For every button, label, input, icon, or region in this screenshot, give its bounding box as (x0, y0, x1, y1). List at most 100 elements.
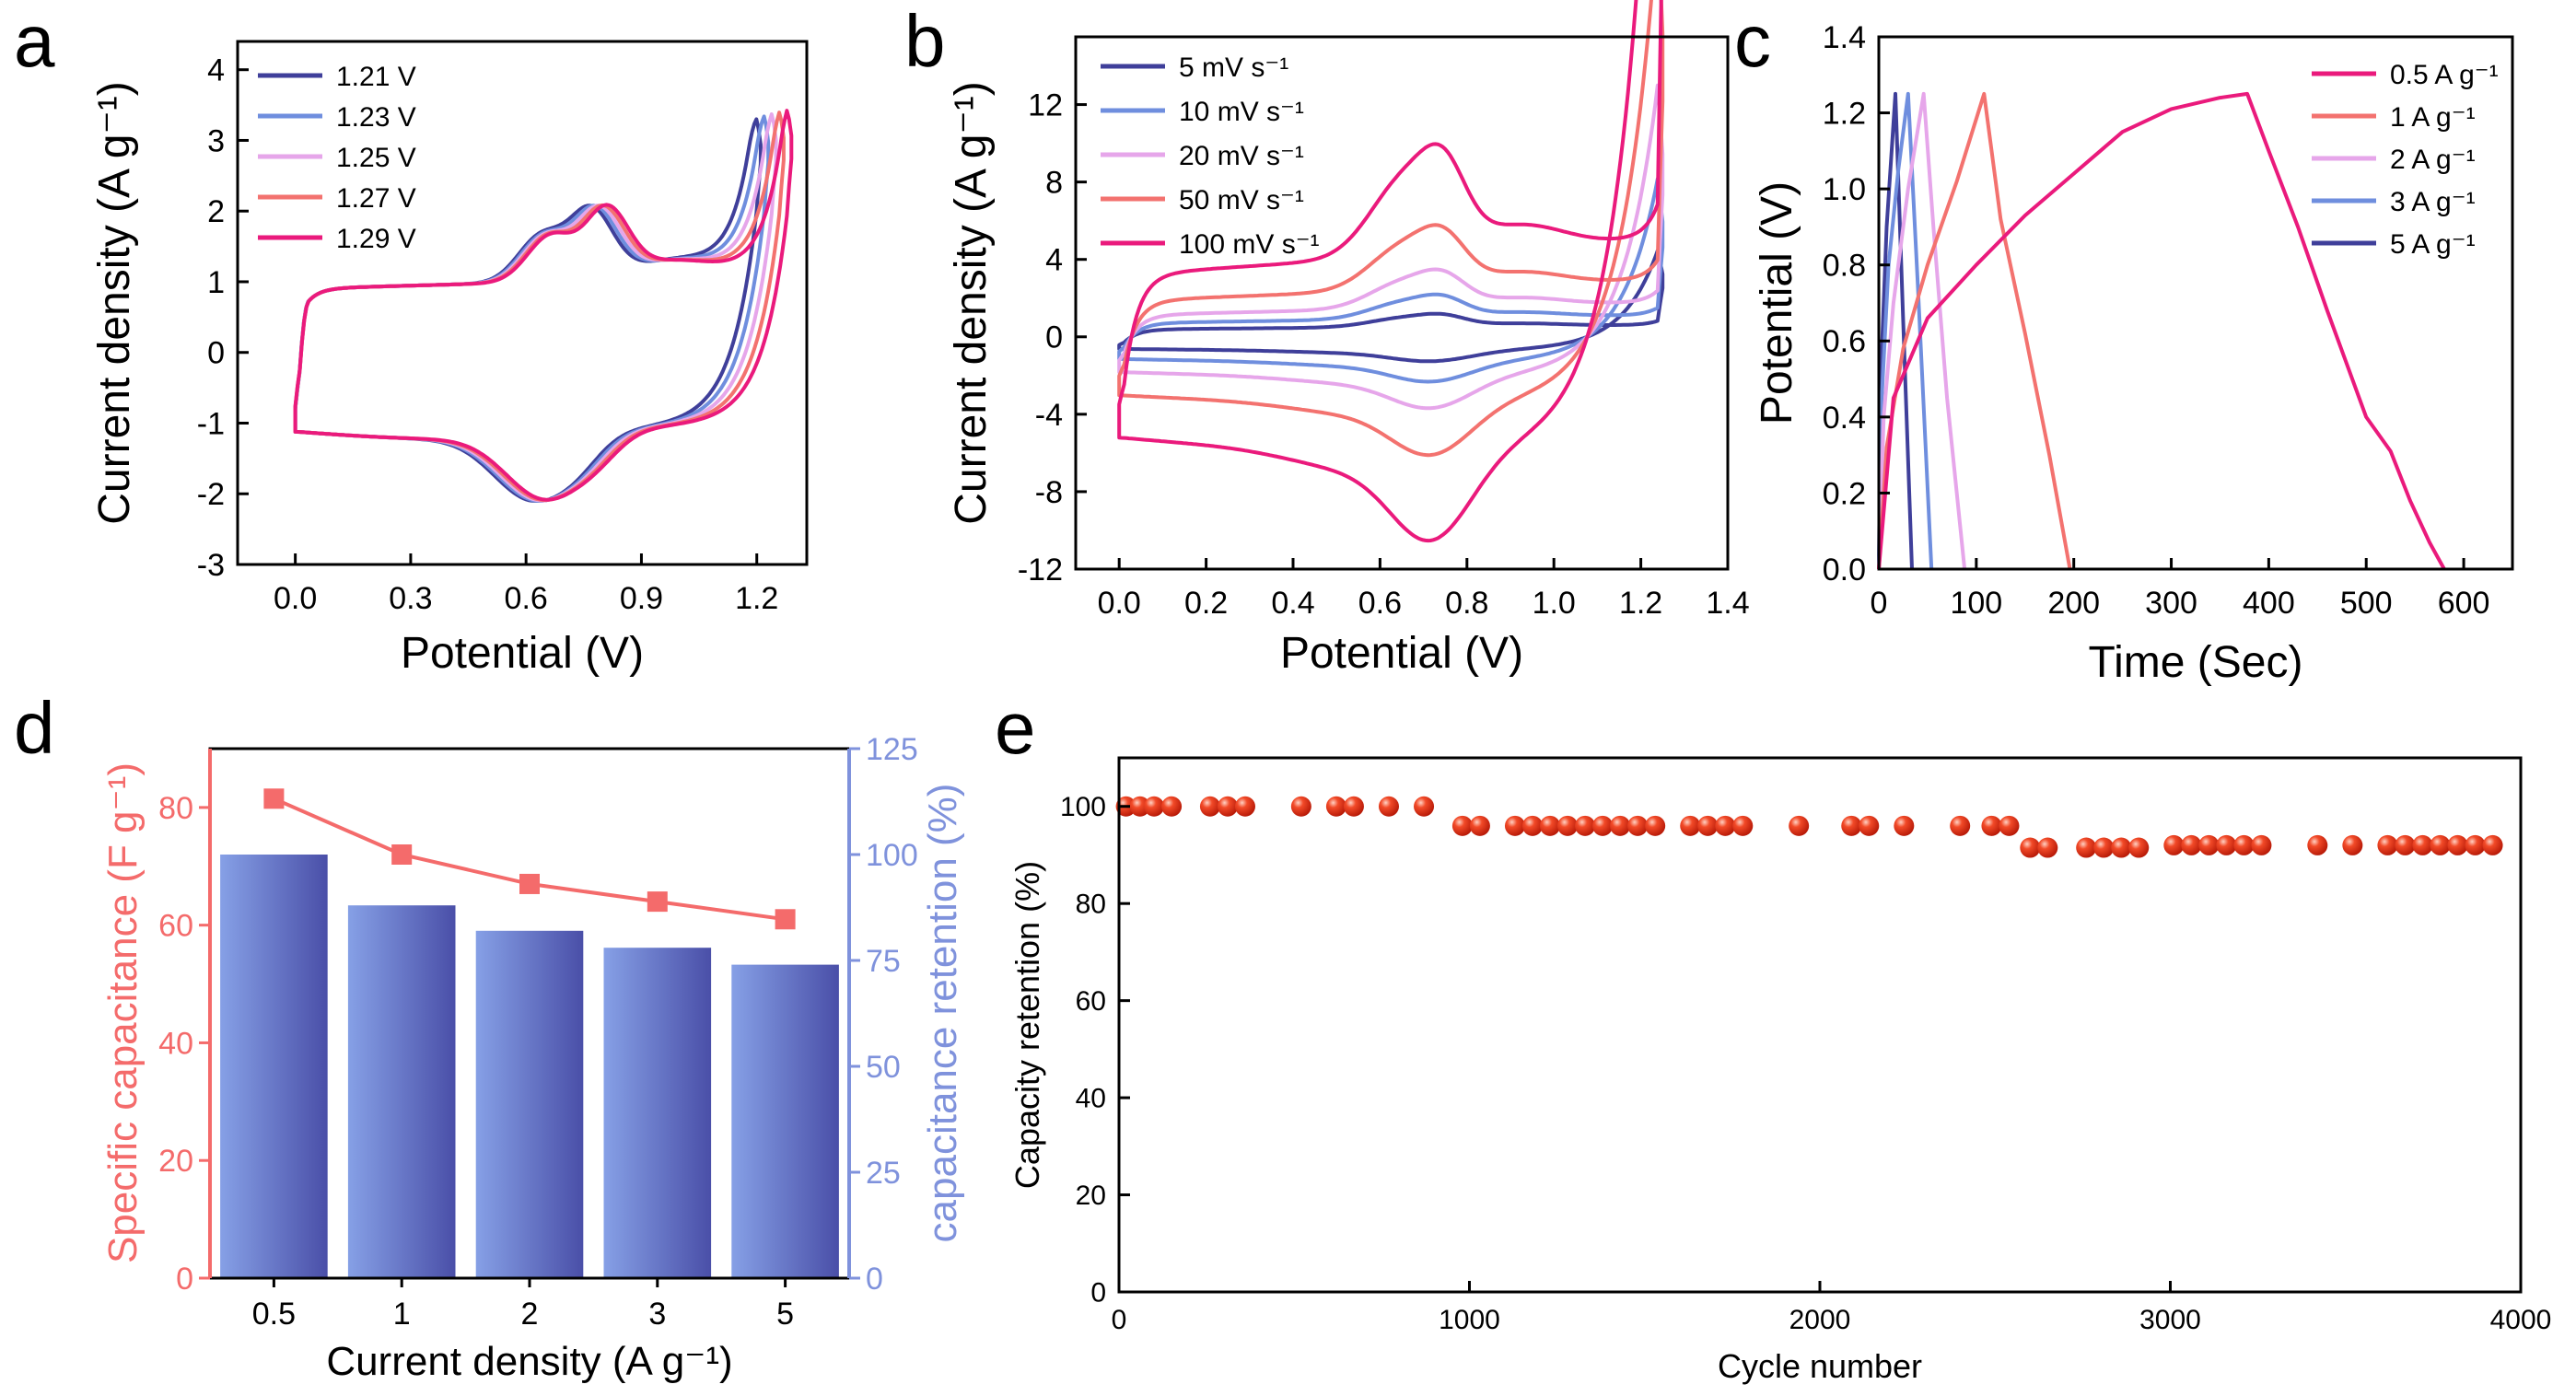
x-tick-label-d: 0.5 (252, 1297, 296, 1332)
y-tick-label-a: -1 (197, 406, 225, 441)
y-tick-label-e: 100 (1060, 792, 1106, 822)
retention-point-e (2076, 837, 2097, 858)
y-axis-label-d: Specific capacitance (F g⁻¹) (100, 762, 146, 1263)
retention-point-e (1627, 815, 1649, 836)
x-tick-label-b: 1.4 (1706, 586, 1749, 621)
y-tick-label-e: 0 (1090, 1278, 1106, 1309)
y-tick-label-c: 0.0 (1823, 553, 1866, 587)
x-tick-label-a: 0.0 (274, 581, 317, 616)
y-tick-label-b: 8 (1045, 166, 1063, 201)
retention-point-e (1610, 815, 1631, 836)
y-tick-label-b: 4 (1045, 243, 1063, 278)
capacitance-point-d (647, 891, 668, 913)
bar-retention-d (731, 964, 839, 1278)
x-tick-label-d: 2 (521, 1297, 539, 1332)
x-tick-label-c: 0 (1871, 586, 1888, 621)
legend-label-c: 1 A g⁻¹ (2390, 102, 2476, 133)
cv-curve-a (293, 109, 794, 502)
plot-frame-b (1074, 35, 1730, 571)
retention-point-e (1645, 815, 1666, 836)
y-tick-label-a: 2 (207, 194, 225, 229)
y-tick-label-d: 0 (176, 1262, 193, 1297)
y-tick-label-b: -12 (1018, 553, 1063, 587)
capacitance-point-d (263, 788, 285, 809)
x-tick-label-e: 1000 (1439, 1305, 1500, 1335)
x-tick-label-b: 1.0 (1533, 586, 1576, 621)
retention-point-e (2412, 834, 2433, 855)
retention-point-e (1999, 815, 2020, 836)
legend-label-c: 3 A g⁻¹ (2390, 187, 2476, 217)
retention-point-e (1981, 815, 2002, 836)
retention-point-e (1451, 815, 1473, 836)
y-axis-label-c: Potential (V) (1753, 181, 1801, 425)
retention-point-e (2181, 834, 2202, 855)
legend-label-a: 1.29 V (336, 224, 416, 254)
legend-label-b: 5 mV s⁻¹ (1179, 52, 1288, 83)
gcd-curve-c (1877, 91, 1967, 570)
y-tick-label-d: 20 (158, 1144, 193, 1179)
cv-curve-b (1117, 0, 1665, 458)
x-tick-label-e: 0 (1112, 1305, 1127, 1335)
panel-label-c: c (1734, 0, 1771, 82)
x-tick-label-c: 100 (1950, 586, 2002, 621)
y-tick-label-a: 1 (207, 265, 225, 300)
retention-point-e (2342, 834, 2363, 855)
y-tick-label-a: 0 (207, 336, 225, 371)
retention-point-e (1199, 796, 1220, 817)
retention-point-e (2430, 834, 2451, 855)
y-tick-label-c: 1.0 (1823, 172, 1866, 207)
x-tick-label-b: 0.4 (1271, 586, 1314, 621)
gcd-curve-c (1877, 91, 1934, 570)
y-tick-label-c: 0.6 (1823, 324, 1866, 359)
capacitance-line-d (273, 797, 786, 922)
y-tick-label-d: 60 (158, 909, 193, 944)
panel-b: b 0.0 0.2 0.4 0.6 0.8 1.0 1.2 1.4 -12 -8 -4 0 4 8 12 P… (904, 0, 1750, 678)
retention-point-e (2482, 834, 2503, 855)
x-axis-label-e: Cycle number (1718, 1347, 1922, 1385)
x-tick-label-c: 400 (2243, 586, 2295, 621)
x-tick-label-b: 0.8 (1445, 586, 1488, 621)
legend-label-c: 0.5 A g⁻¹ (2390, 60, 2499, 90)
x-axis-label-a: Potential (V) (401, 629, 644, 678)
plot-frame-a (236, 40, 809, 566)
retention-point-e (1540, 815, 1561, 836)
retention-point-e (1161, 796, 1183, 817)
retention-point-e (2037, 837, 2058, 858)
cv-curve-b (1117, 249, 1665, 364)
y-tick-label-a: -2 (197, 477, 225, 512)
x-tick-label-e: 4000 (2490, 1305, 2552, 1335)
retention-point-e (2020, 837, 2041, 858)
x-tick-label-d: 3 (648, 1297, 666, 1332)
legend-label-c: 2 A g⁻¹ (2390, 145, 2476, 175)
retention-point-e (1950, 815, 1971, 836)
y-tick-label-b: 0 (1045, 320, 1063, 355)
retention-point-e (2377, 834, 2398, 855)
y-tick-label-e: 60 (1076, 986, 1106, 1017)
retention-point-e (1129, 796, 1150, 817)
retention-point-e (1144, 796, 1165, 817)
legend-b: 5 mV s⁻¹ 10 mV s⁻¹ 20 mV s⁻¹ 50 mV s⁻¹ 100 m… (1101, 52, 1320, 260)
retention-point-e (2395, 834, 2416, 855)
y-axis-label-e: Capacity retention (%) (1008, 861, 1046, 1189)
y-tick-label-b: 12 (1028, 87, 1063, 122)
panel-label-b: b (904, 0, 946, 82)
x-tick-label-b: 0.2 (1184, 586, 1228, 621)
legend-label-b: 100 mV s⁻¹ (1179, 229, 1320, 260)
retention-point-e (1841, 815, 1862, 836)
retention-point-e (1504, 815, 1525, 836)
bar-retention-d (347, 905, 456, 1278)
legend-a: 1.21 V 1.23 V 1.25 V 1.27 V 1.29 V (258, 62, 416, 254)
gcd-curve-c (1877, 91, 2446, 570)
retention-point-e (2447, 834, 2468, 855)
y-tick-label-b: -4 (1035, 398, 1063, 433)
retention-point-e (1469, 815, 1490, 836)
retention-point-e (1789, 815, 1810, 836)
retention-point-e (1290, 796, 1311, 817)
retention-point-e (1894, 815, 1915, 836)
y-tick-label-e: 20 (1076, 1181, 1106, 1211)
cv-curve-a (293, 114, 771, 503)
retention-point-e (1343, 796, 1364, 817)
gcd-curve-c (1877, 91, 2072, 570)
retention-point-e (1715, 815, 1736, 836)
